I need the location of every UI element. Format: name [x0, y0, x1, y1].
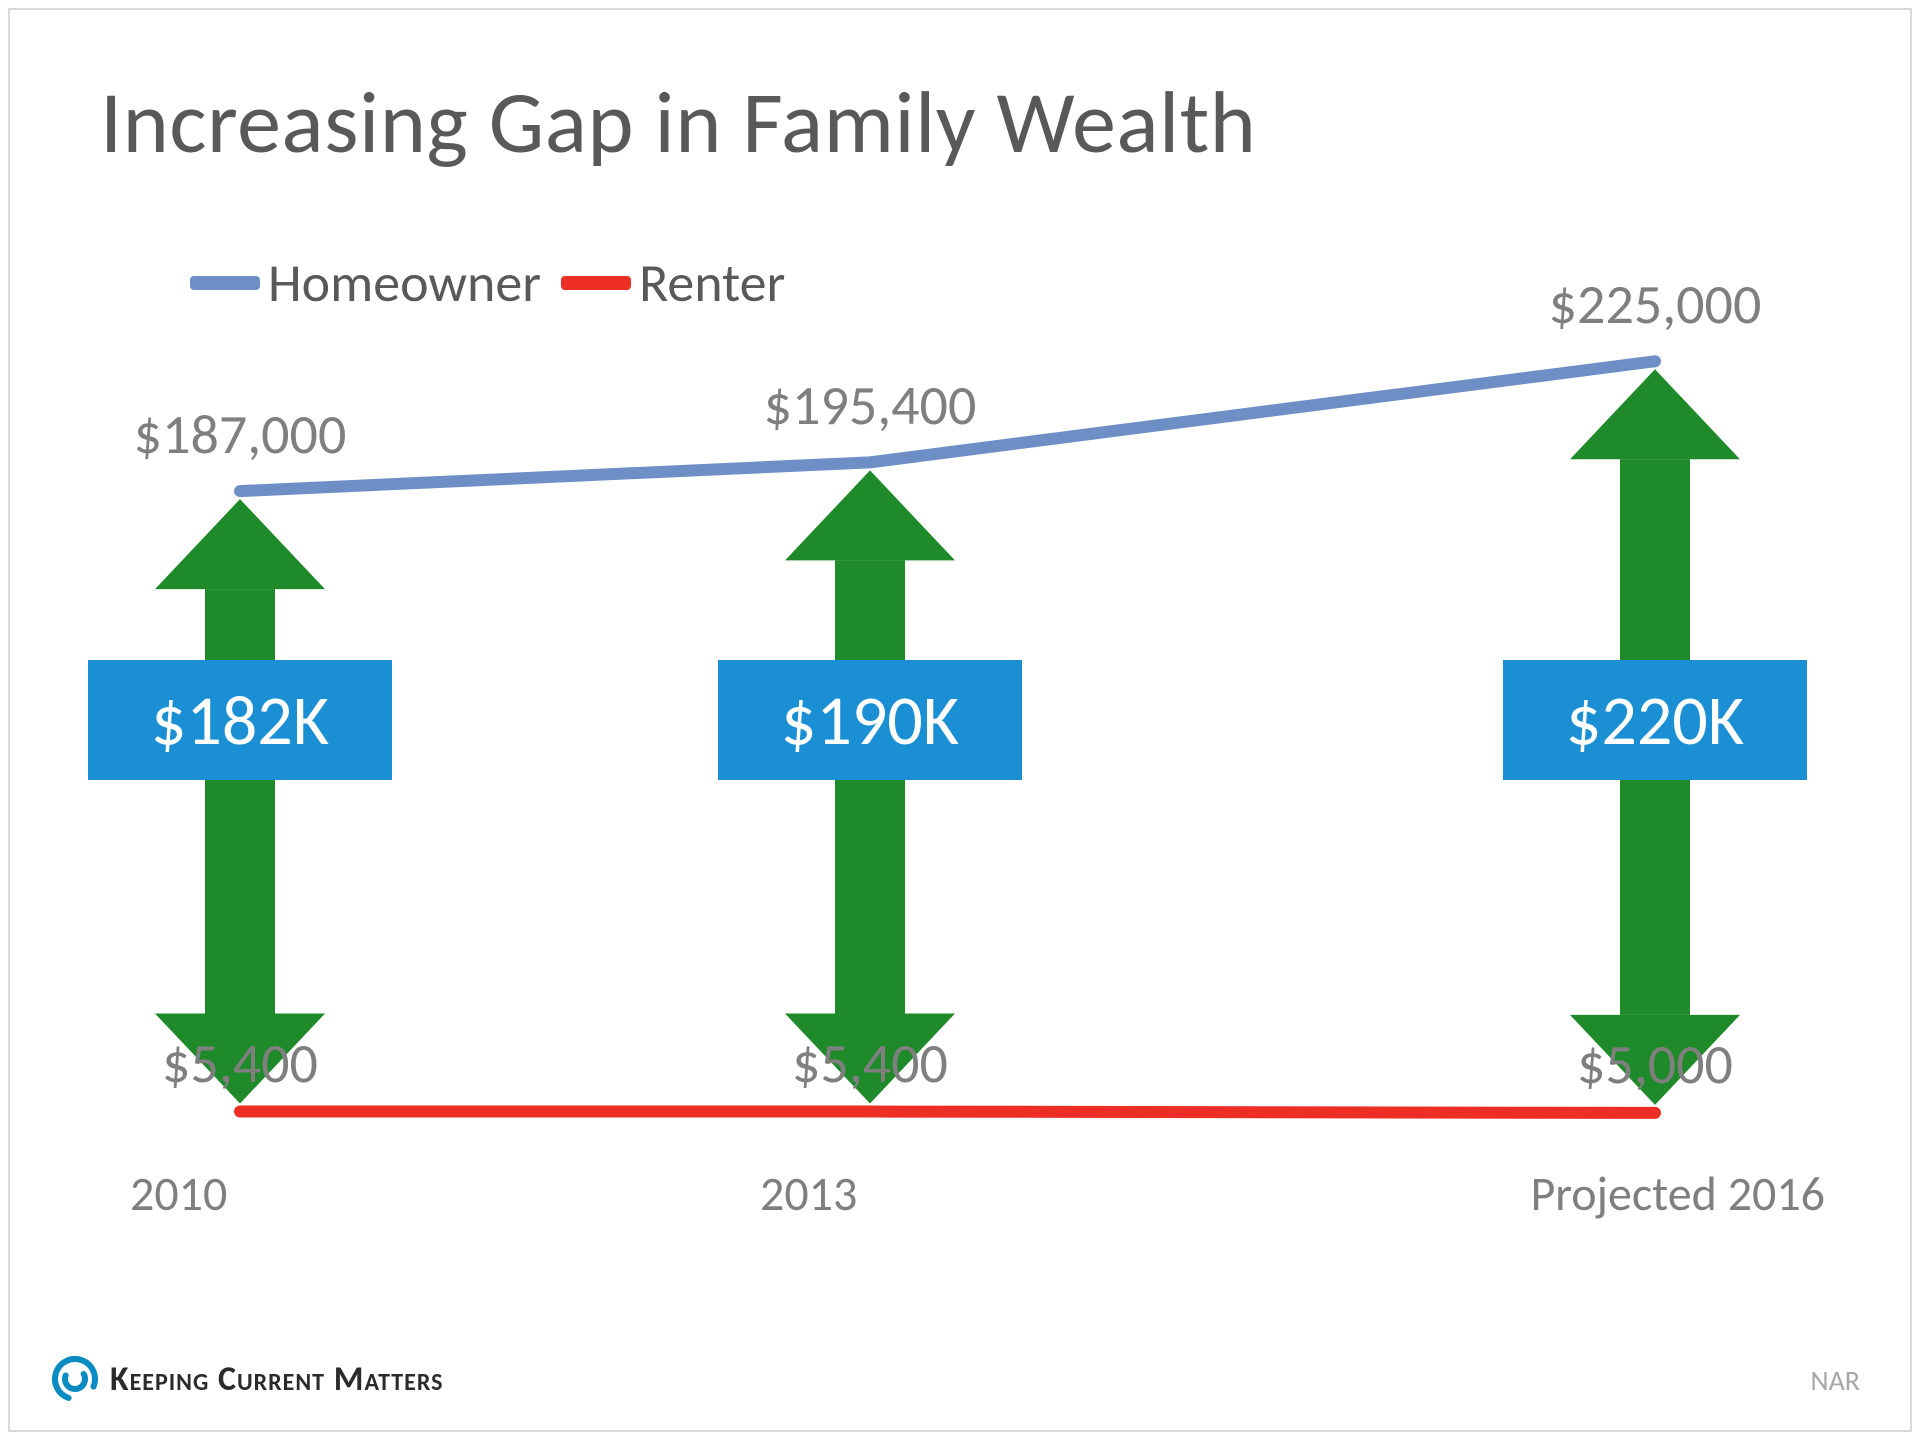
renter-label-0: $5,400 — [80, 1030, 400, 1098]
x-label-2: Projected 2016 — [1530, 1164, 1825, 1223]
swirl-icon — [52, 1356, 98, 1402]
x-label-0: 2010 — [130, 1164, 227, 1223]
gap-box-2: $220K — [1503, 660, 1807, 780]
renter-label-1: $5,400 — [710, 1030, 1030, 1098]
gap-box-0: $182K — [88, 660, 392, 780]
footer-logo: Keeping Current Matters — [52, 1356, 444, 1402]
gap-box-1: $190K — [718, 660, 1022, 780]
homeowner-label-1: $195,400 — [690, 372, 1050, 440]
homeowner-label-0: $187,000 — [60, 401, 420, 469]
homeowner-label-2: $225,000 — [1475, 271, 1835, 339]
footer-source: NAR — [1811, 1363, 1860, 1398]
footer-brand: Keeping Current Matters — [110, 1359, 444, 1400]
renter-label-2: $5,000 — [1495, 1031, 1815, 1099]
x-label-1: 2013 — [760, 1164, 857, 1223]
